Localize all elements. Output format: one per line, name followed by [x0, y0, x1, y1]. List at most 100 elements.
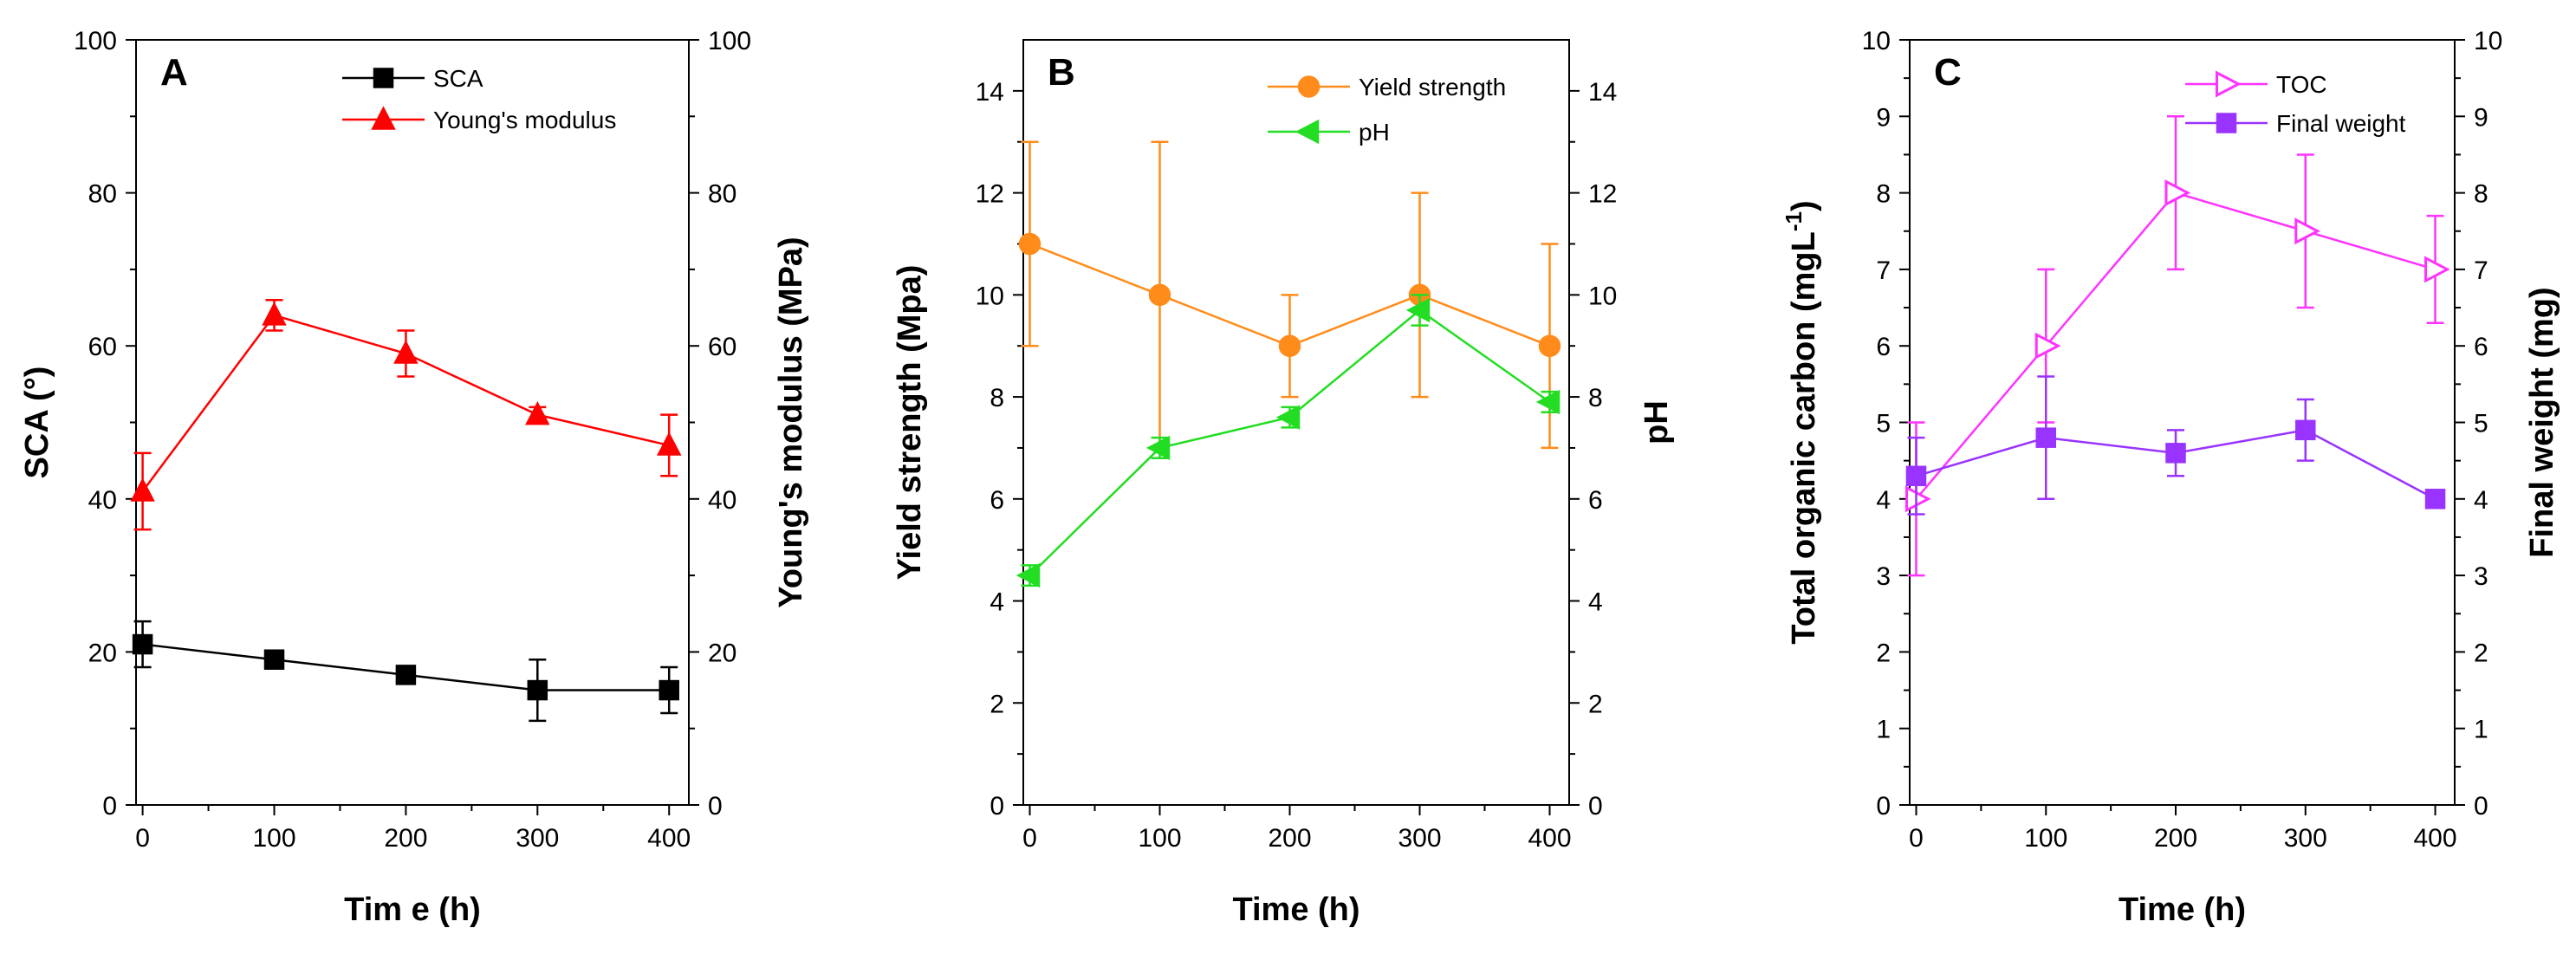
data-point: [527, 679, 548, 701]
legend-marker: [1294, 119, 1320, 145]
y-right-tick-label: 4: [2474, 486, 2488, 515]
y-right-tick-label: 0: [708, 792, 723, 821]
x-tick-label: 300: [1398, 824, 1441, 853]
chart-panel-c: 0 100 200 300 400012345678910012345678910Tim…: [1781, 27, 2560, 928]
series-toc: [1904, 115, 2450, 577]
x-tick-label: 400: [2414, 824, 2457, 853]
y-right-tick-label: 5: [2474, 410, 2488, 438]
x-tick-label: 0: [1022, 824, 1037, 853]
y-right-tick-label: 8: [2474, 180, 2488, 209]
x-tick-label: 400: [1528, 824, 1571, 853]
legend-marker: [2216, 113, 2237, 133]
series-ph: [1015, 294, 1561, 588]
data-point: [393, 340, 419, 364]
data-point: [1015, 562, 1041, 588]
data-point: [659, 679, 679, 701]
data-point: [1145, 435, 1171, 461]
data-point: [1278, 334, 1301, 357]
y-left-tick-label: 0: [1876, 792, 1891, 821]
plot-frame: [1909, 39, 2456, 806]
x-tick-label: 300: [2284, 824, 2327, 853]
y-left-axis-title-sup: -1: [1781, 211, 1807, 231]
x-tick-label: 0: [135, 824, 150, 853]
y-right-tick-label: 80: [708, 180, 736, 209]
y-right-tick-label: 6: [2474, 333, 2488, 361]
panel-letter: B: [1048, 51, 1075, 94]
data-point: [2424, 256, 2450, 283]
y-right-tick-label: 60: [708, 333, 736, 361]
y-left-axis-title-text: Total organic carbon (mgL: [1786, 231, 1822, 644]
y-left-tick-label: 12: [976, 180, 1004, 209]
y-left-tick-label: 60: [88, 333, 117, 361]
data-point: [2035, 427, 2056, 448]
data-point: [2424, 489, 2446, 509]
data-point: [2294, 217, 2321, 245]
legend-label: Young's modulus: [433, 107, 616, 133]
y-left-tick-label: 7: [1876, 256, 1891, 285]
y-right-axis-title: Final weight (mg): [2524, 287, 2560, 557]
data-point: [262, 302, 287, 326]
y-right-tick-label: 40: [708, 486, 736, 515]
data-point: [1148, 283, 1171, 307]
y-left-tick-label: 80: [88, 180, 117, 209]
y-right-tick-label: 1: [2474, 716, 2488, 744]
y-right-tick-label: 2: [1588, 690, 1603, 718]
panel-letter: C: [1934, 51, 1962, 94]
y-left-axis-title-text: SCA (°): [19, 367, 55, 479]
legend-marker: [371, 106, 396, 130]
y-right-tick-label: 0: [1588, 792, 1603, 821]
y-right-tick-label: 100: [708, 27, 751, 55]
data-point: [2165, 443, 2186, 464]
y-right-tick-label: 14: [1588, 78, 1617, 107]
y-left-tick-label: 100: [74, 27, 117, 55]
x-tick-label: 200: [2154, 824, 2197, 853]
y-left-tick-label: 8: [1876, 180, 1891, 209]
legend-marker: [373, 68, 394, 88]
y-left-tick-label: 3: [1876, 562, 1891, 591]
data-point: [130, 477, 155, 502]
panel-letter: A: [160, 51, 188, 94]
data-point: [2034, 332, 2061, 360]
series-final-weight: [1905, 375, 2446, 516]
series-young-s-modulus: [130, 298, 682, 531]
y-left-tick-label: 6: [990, 486, 1004, 515]
x-axis-title: Time (h): [1232, 892, 1359, 928]
y-left-tick-label: 5: [1876, 410, 1891, 438]
y-left-axis-title: Total organic carbon (mgL-1): [1781, 200, 1822, 644]
y-left-tick-label: 9: [1876, 103, 1891, 132]
y-left-tick-label: 40: [88, 486, 117, 515]
y-left-tick-label: 1: [1876, 716, 1891, 744]
data-point: [1405, 297, 1431, 323]
y-right-axis-title: pH: [1638, 400, 1675, 445]
series-sca: [132, 620, 679, 723]
x-tick-label: 100: [1138, 824, 1181, 853]
legend-marker: [1297, 75, 1320, 98]
y-left-axis-title: SCA (°): [19, 367, 55, 479]
y-left-axis-title-text: Yield strength (Mpa): [892, 265, 928, 581]
data-point: [2164, 179, 2191, 207]
y-right-tick-label: 0: [2474, 792, 2488, 821]
data-point: [1905, 465, 1927, 487]
data-point: [1535, 389, 1561, 415]
x-axis-title: Tim e (h): [344, 892, 481, 928]
legend-label: SCA: [433, 65, 483, 92]
y-left-tick-label: 0: [990, 792, 1004, 821]
y-left-tick-label: 8: [990, 384, 1004, 412]
y-right-tick-label: 20: [708, 639, 736, 667]
y-right-tick-label: 8: [1588, 384, 1603, 412]
series-yield-strength: [1018, 140, 1561, 450]
legend-marker: [2216, 70, 2242, 98]
chart-panel-b: 0 100 200 300 400 0 2 4 6 8 10 12 14 0 2 4 6 8 10 12 14 Time …: [892, 39, 1675, 928]
y-right-tick-label: 10: [1588, 282, 1617, 310]
data-point: [1904, 485, 1931, 513]
y-right-tick-label: 10: [2474, 27, 2502, 55]
data-point: [2295, 419, 2316, 441]
legend-label: Yield strength: [1359, 74, 1506, 101]
legend-label: pH: [1359, 119, 1390, 146]
y-right-tick-label: 3: [2474, 562, 2488, 591]
y-left-tick-label: 2: [990, 690, 1004, 718]
y-right-tick-label: 7: [2474, 256, 2488, 285]
x-tick-label: 300: [516, 824, 559, 853]
y-right-tick-label: 2: [2474, 639, 2488, 667]
